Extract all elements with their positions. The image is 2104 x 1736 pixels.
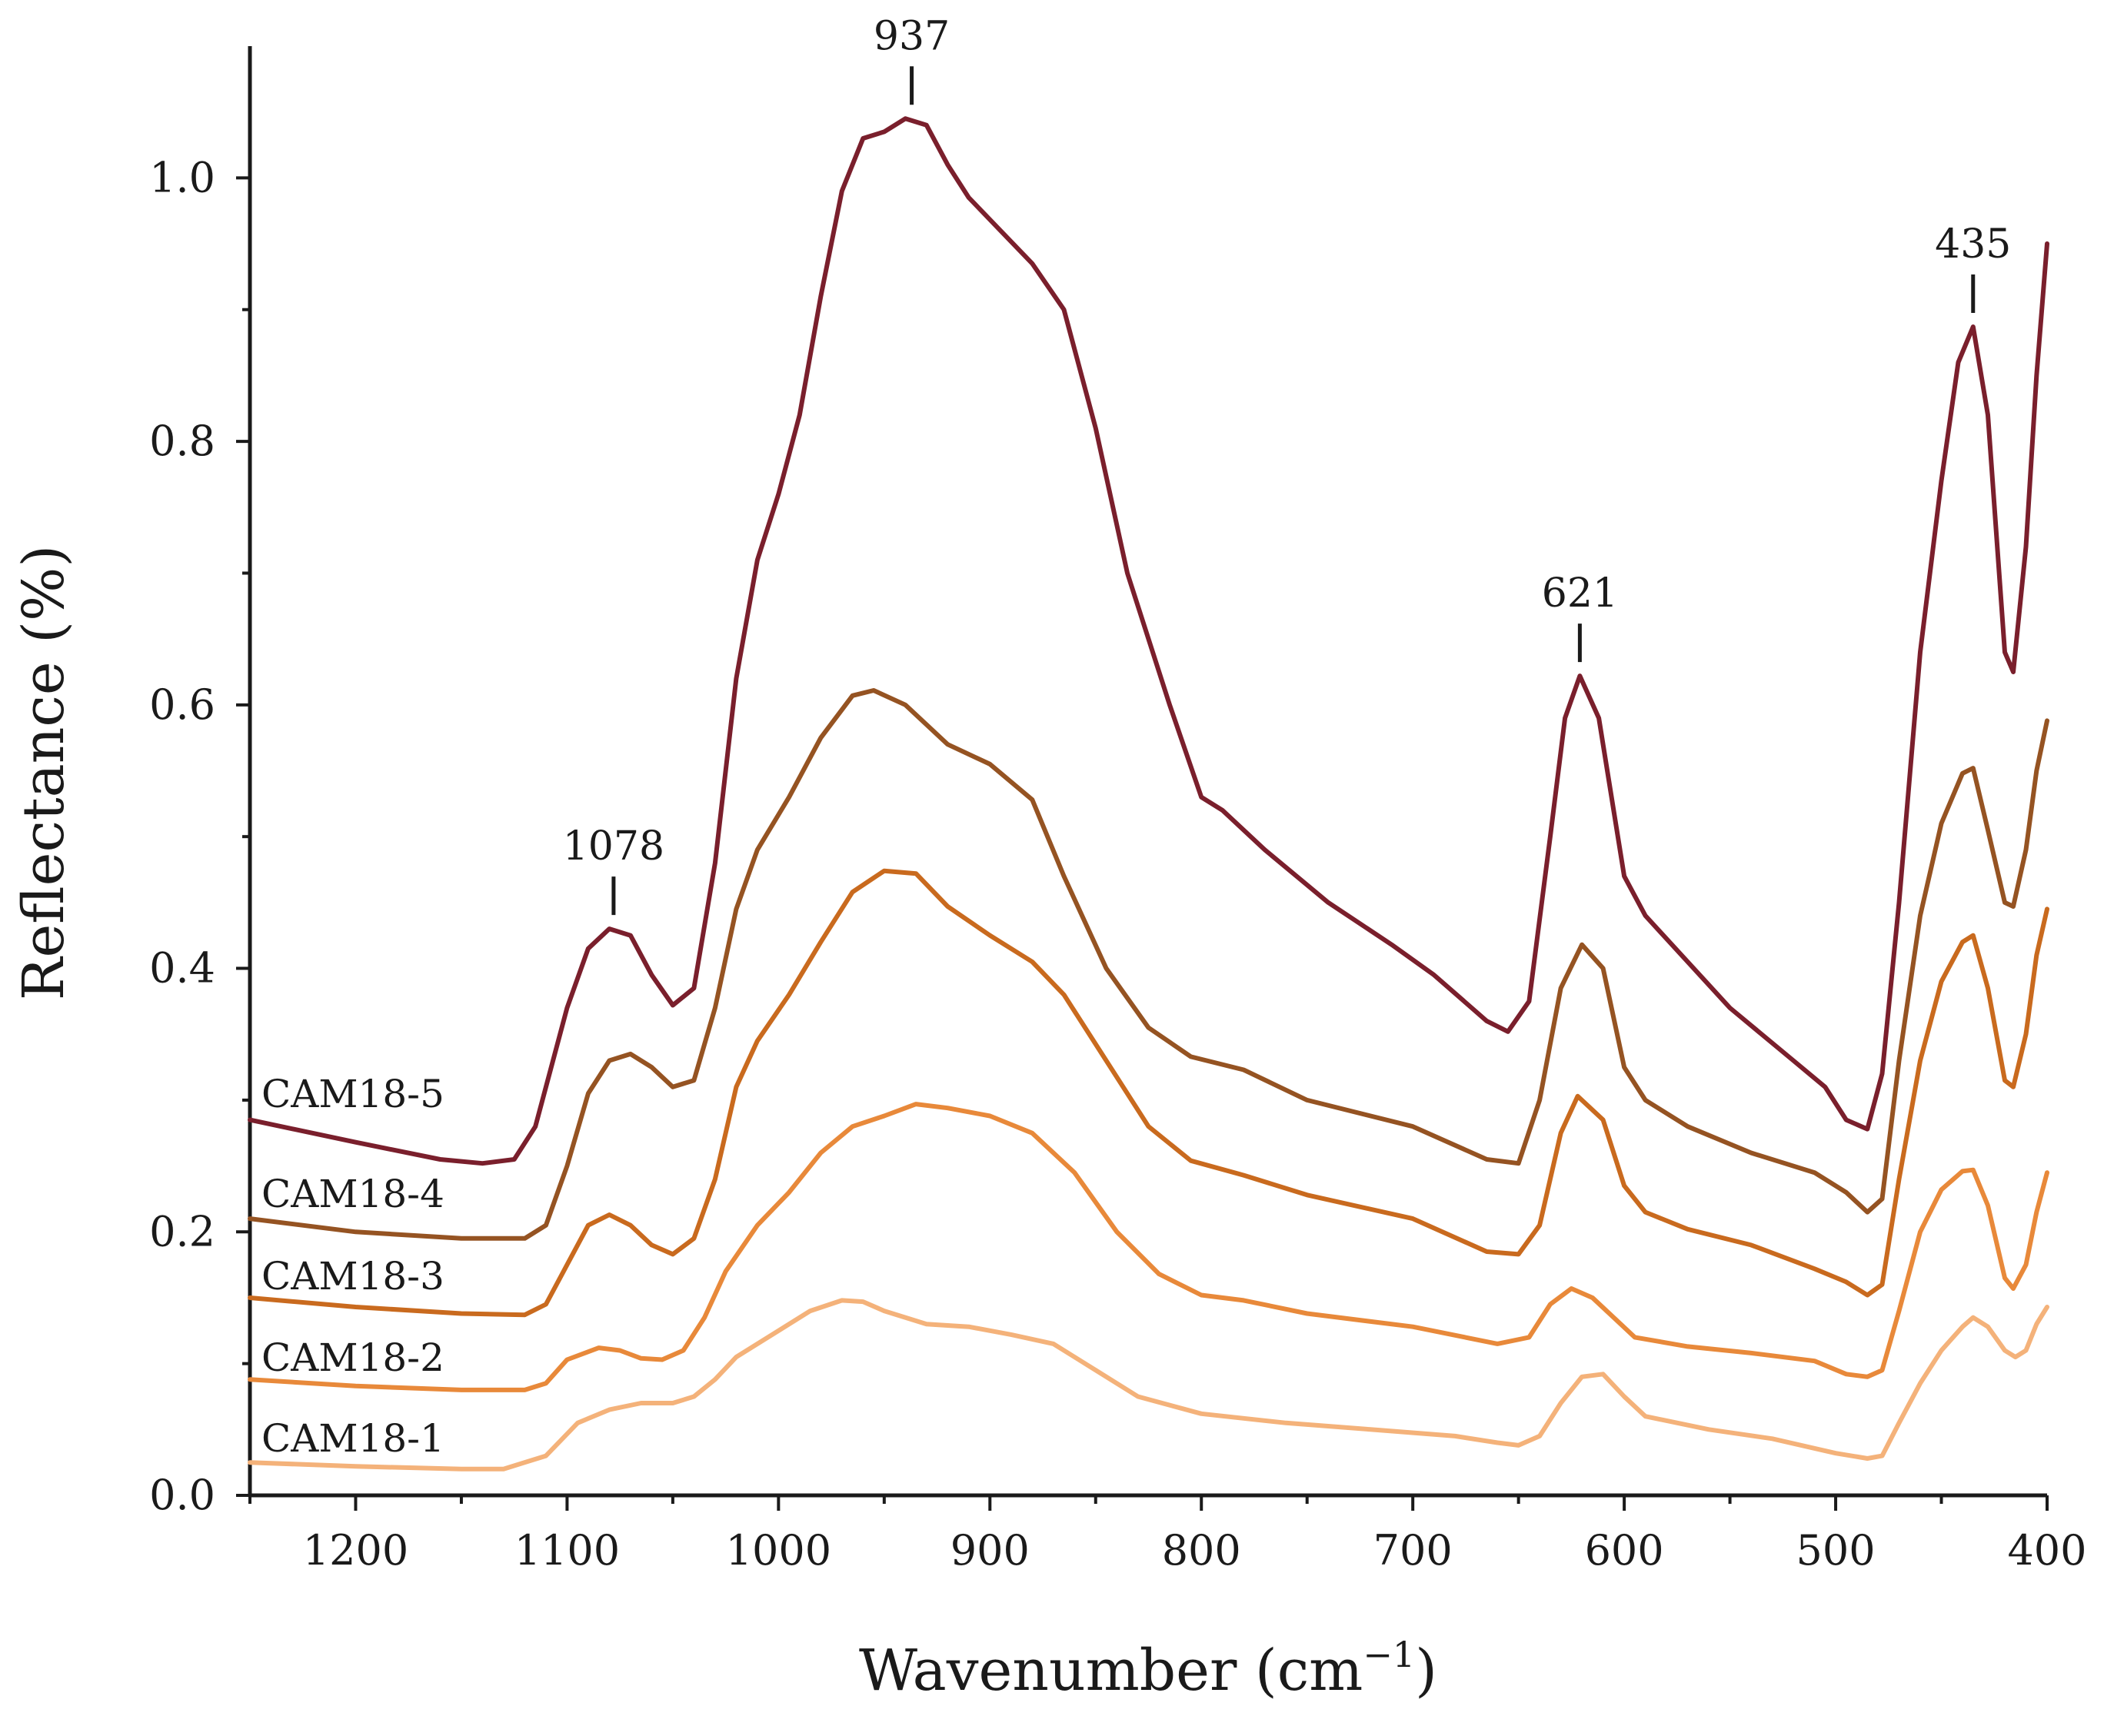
x-tick-label: 400 (2007, 1526, 2086, 1575)
series-line-cam18-5 (248, 116, 2049, 1166)
peak-label: 937 (874, 13, 950, 59)
x-tick-label: 1200 (303, 1526, 408, 1575)
y-tick-label: 0.6 (149, 680, 215, 729)
x-axis-title-main: Wavenumber (cm (859, 1638, 1363, 1704)
series-label-cam18-2: CAM18-2 (261, 1335, 444, 1380)
x-tick-label: 500 (1796, 1526, 1876, 1575)
series-line-cam18-4 (248, 688, 2049, 1241)
peak-label: 435 (1935, 221, 2011, 268)
y-tick-label: 0.0 (149, 1471, 215, 1519)
x-ticks: 1200 1100 1000 900 800 700 600 500 400 (248, 1495, 2087, 1575)
y-tick-label: 0.4 (149, 944, 215, 993)
series-label-cam18-1: CAM18-1 (261, 1416, 444, 1461)
series-label-cam18-5: CAM18-5 (261, 1072, 444, 1116)
x-axis-title-exponent: −1 (1363, 1634, 1415, 1675)
peak-annotations: 1078 937 621 435 (563, 13, 2011, 916)
y-tick-label: 1.0 (149, 153, 215, 201)
peak-label: 1078 (563, 823, 664, 870)
peak-label: 621 (1542, 570, 1618, 617)
y-ticks: 0.0 0.2 0.4 0.6 0.8 1.0 (149, 153, 250, 1519)
series-label-cam18-4: CAM18-4 (261, 1172, 444, 1216)
series-label-cam18-3: CAM18-3 (261, 1254, 444, 1299)
series-group (248, 116, 2049, 1472)
x-tick-label: 1100 (514, 1526, 620, 1575)
y-tick-label: 0.2 (149, 1207, 215, 1255)
x-tick-label: 600 (1585, 1526, 1664, 1575)
x-tick-label: 800 (1162, 1526, 1241, 1575)
x-tick-label: 1000 (726, 1526, 831, 1575)
series-line-cam18-1 (248, 1298, 2049, 1472)
x-tick-label: 900 (950, 1526, 1030, 1575)
series-line-cam18-3 (248, 868, 2049, 1318)
y-tick-label: 0.8 (149, 417, 215, 465)
series-labels: CAM18-5 CAM18-4 CAM18-3 CAM18-2 CAM18-1 (261, 1072, 444, 1461)
x-axis-title: Wavenumber (cm−1) (859, 1634, 1437, 1704)
x-axis-title-close: ) (1415, 1638, 1437, 1704)
series-line-cam18-2 (248, 1102, 2049, 1392)
axes (248, 46, 2047, 1498)
y-axis-title: Reflectance (%) (11, 545, 77, 1000)
x-tick-label: 700 (1373, 1526, 1453, 1575)
